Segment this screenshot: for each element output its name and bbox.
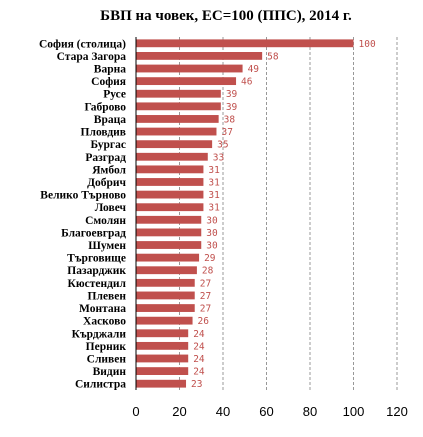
- value-label: 27: [200, 278, 211, 289]
- category-label: Сливен: [87, 353, 127, 365]
- category-label: Пазарджик: [67, 265, 126, 277]
- value-label: 24: [193, 329, 205, 340]
- bar: [136, 341, 189, 350]
- category-label: Добрич: [87, 177, 126, 189]
- category-label: Хасково: [83, 316, 126, 328]
- bars: [136, 39, 354, 388]
- x-tick-label: 0: [132, 404, 139, 419]
- value-label: 24: [193, 354, 205, 365]
- value-label: 24: [193, 367, 205, 378]
- value-label: 49: [248, 64, 260, 75]
- category-label: Силистра: [75, 379, 126, 391]
- value-label: 27: [200, 291, 211, 302]
- value-label: 26: [198, 316, 210, 327]
- value-label: 31: [208, 165, 220, 176]
- category-label: Бургас: [90, 139, 126, 151]
- category-label: Русе: [103, 89, 126, 101]
- bar: [136, 152, 208, 161]
- bar: [136, 241, 202, 249]
- category-label: Разград: [85, 152, 126, 164]
- bar: [136, 127, 217, 136]
- value-label: 31: [208, 203, 220, 214]
- bar: [136, 190, 204, 199]
- value-label: 46: [241, 77, 253, 88]
- value-label: 33: [213, 152, 224, 163]
- category-label: Монтана: [79, 303, 126, 315]
- category-label: Плевен: [88, 290, 127, 302]
- x-tick-label: 100: [343, 404, 365, 419]
- value-label: 58: [267, 51, 279, 62]
- chart-title: БВП на човек, ЕС=100 (ППС), 2014 г.: [100, 8, 352, 24]
- bar: [136, 354, 189, 363]
- value-label: 24: [193, 341, 205, 352]
- category-labels: София (столица)Стара ЗагораВарнаСофияРус…: [39, 38, 127, 390]
- category-label: Варна: [94, 64, 126, 76]
- value-label: 100: [359, 39, 376, 50]
- category-label: Кърджали: [72, 328, 127, 340]
- bar: [136, 178, 204, 186]
- value-label: 39: [226, 89, 238, 100]
- bar: [136, 64, 243, 73]
- bar: [136, 52, 263, 60]
- value-label: 30: [206, 215, 218, 226]
- value-label: 30: [206, 241, 218, 252]
- bar: [136, 228, 202, 237]
- bar: [136, 39, 354, 48]
- value-label: 39: [226, 102, 238, 113]
- category-label: Стара Загора: [57, 51, 127, 63]
- category-label: Смолян: [85, 215, 126, 227]
- value-label: 31: [208, 190, 220, 201]
- bar: [136, 304, 195, 312]
- category-label: Пловдив: [81, 127, 126, 139]
- bar: [136, 253, 200, 262]
- category-label: София: [91, 76, 126, 88]
- bar: [136, 115, 219, 123]
- bar: [136, 140, 213, 149]
- value-label: 31: [208, 177, 220, 188]
- category-label: Перник: [86, 341, 127, 353]
- x-tick-label: 40: [216, 404, 230, 419]
- category-label: Благоевград: [61, 227, 126, 239]
- category-label: Габрово: [84, 101, 126, 113]
- category-label: Търговище: [67, 253, 126, 265]
- x-tick-labels: 0 20 40 60 80 100 120: [132, 404, 407, 419]
- bar: [136, 379, 187, 388]
- x-tick-label: 80: [303, 404, 317, 419]
- value-labels: 1005849463939383735333131313130303029282…: [191, 39, 376, 390]
- grid-lines: [179, 37, 398, 390]
- bar: [136, 215, 202, 224]
- value-label: 30: [206, 228, 218, 239]
- category-label: Кюстендил: [67, 278, 126, 290]
- bar: [136, 102, 221, 111]
- x-tick-label: 20: [172, 404, 186, 419]
- bar: [136, 291, 195, 300]
- category-label: Ямбол: [92, 164, 126, 176]
- value-label: 28: [202, 266, 214, 277]
- category-label: Велико Търново: [40, 190, 126, 202]
- category-label: Шумен: [88, 240, 126, 252]
- bar: [136, 165, 204, 174]
- category-label: Ловеч: [95, 202, 127, 214]
- value-label: 38: [224, 114, 236, 125]
- value-label: 29: [204, 253, 216, 264]
- bar: [136, 77, 237, 86]
- category-label: Видин: [93, 366, 127, 378]
- bar: [136, 266, 197, 275]
- x-tick-label: 60: [259, 404, 273, 419]
- value-label: 27: [200, 304, 211, 315]
- value-label: 35: [217, 140, 228, 151]
- bar: [136, 367, 189, 375]
- bar: [136, 329, 189, 338]
- bar: [136, 89, 221, 98]
- bar: [136, 278, 195, 287]
- x-tick-label: 120: [386, 404, 408, 419]
- value-label: 37: [221, 127, 232, 138]
- value-label: 23: [191, 379, 202, 390]
- bar: [136, 316, 193, 325]
- category-label: Враца: [94, 114, 126, 126]
- bar: [136, 203, 204, 212]
- category-label: София (столица): [39, 38, 126, 50]
